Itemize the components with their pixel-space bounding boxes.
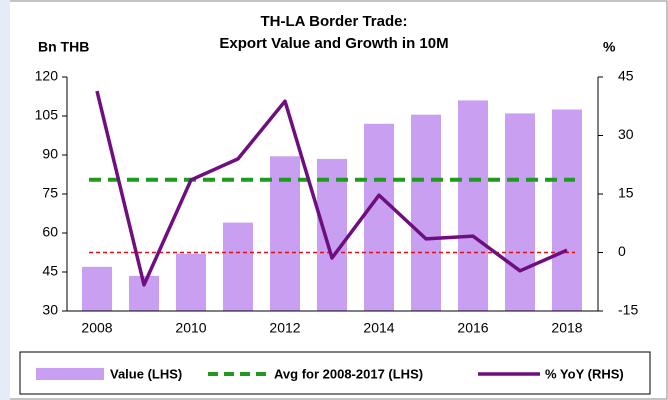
chart-title: TH-LA Border Trade: xyxy=(261,13,408,30)
y-tick-label: 105 xyxy=(35,107,59,123)
bar xyxy=(552,109,582,311)
x-tick-label: 2008 xyxy=(81,320,112,336)
side-band xyxy=(0,0,10,400)
legend-box xyxy=(19,351,651,395)
x-tick-label: 2014 xyxy=(363,320,394,336)
bar xyxy=(176,253,206,311)
bar xyxy=(458,100,488,312)
y2-tick-label: 0 xyxy=(618,243,626,259)
bar xyxy=(364,123,394,311)
y2-tick-label: 30 xyxy=(618,126,634,142)
line-series xyxy=(95,90,568,287)
chart-title: Export Value and Growth in 10M xyxy=(219,35,448,52)
y-tick-label: 60 xyxy=(42,224,58,240)
bar xyxy=(411,114,441,311)
y-tick-label: 120 xyxy=(35,68,59,84)
legend-label: Avg for 2008-2017 (LHS) xyxy=(274,366,423,381)
y2-tick-label: -15 xyxy=(618,302,638,318)
legend-label: Value (LHS) xyxy=(110,366,182,381)
y-tick-label: 30 xyxy=(42,302,58,318)
y2-tick-label: 45 xyxy=(618,68,634,84)
x-tick-label: 2010 xyxy=(175,320,206,336)
y-axis-label: Bn THB xyxy=(38,39,89,55)
bar xyxy=(270,156,300,311)
y2-tick-label: 15 xyxy=(618,185,634,201)
bar xyxy=(223,222,253,311)
y-tick-label: 90 xyxy=(42,146,58,162)
bar xyxy=(505,113,535,312)
x-tick-label: 2012 xyxy=(269,320,300,336)
bar xyxy=(82,266,112,311)
y2-axis-label: % xyxy=(603,39,616,55)
y-tick-label: 45 xyxy=(42,263,58,279)
bar xyxy=(317,158,347,311)
legend-swatch xyxy=(36,368,104,380)
x-tick-label: 2018 xyxy=(551,320,582,336)
y-tick-label: 75 xyxy=(42,185,58,201)
legend-label: % YoY (RHS) xyxy=(545,366,624,381)
x-tick-label: 2016 xyxy=(457,320,488,336)
